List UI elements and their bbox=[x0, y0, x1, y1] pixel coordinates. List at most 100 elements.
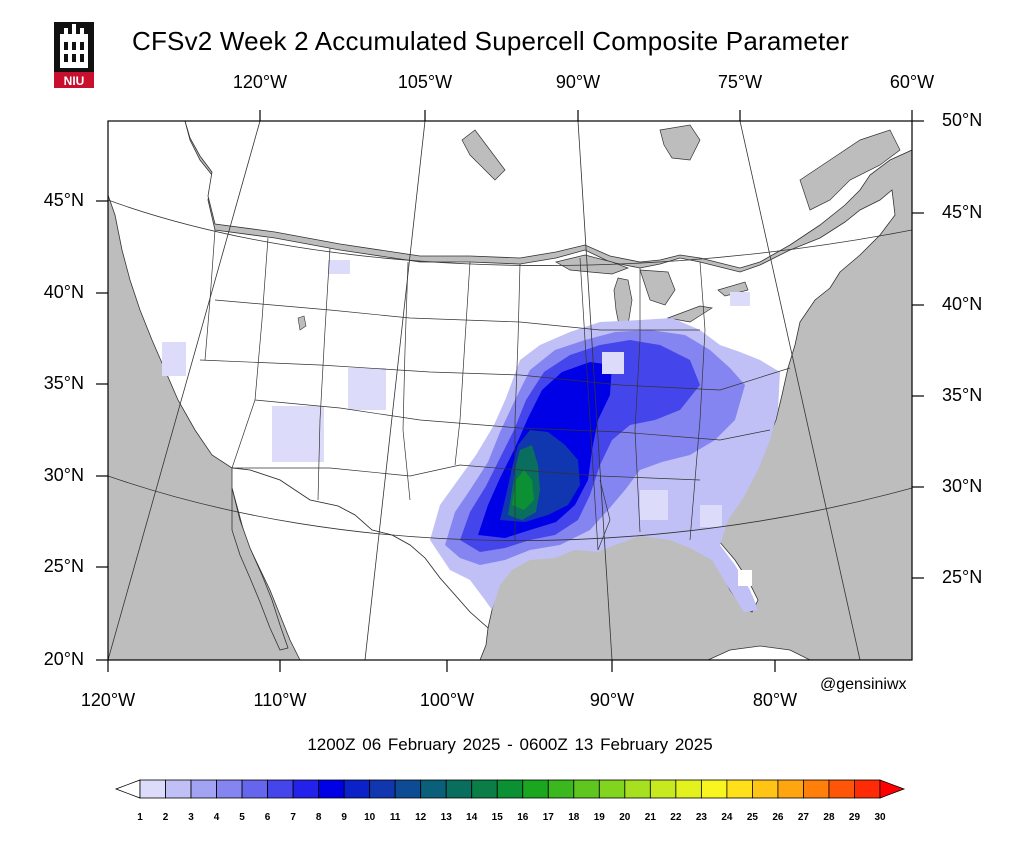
author-credit: @gensiniwx bbox=[820, 676, 907, 693]
lon-line-120 bbox=[108, 121, 261, 660]
colorbar-tick-label: 19 bbox=[593, 812, 605, 823]
top-lon-label: 120°W bbox=[232, 72, 288, 92]
colorbar-tick-label: 10 bbox=[364, 812, 376, 823]
colorbar-box bbox=[803, 779, 830, 799]
axis-ticks bbox=[96, 110, 924, 672]
shade-cell bbox=[730, 292, 750, 306]
colorbar-box bbox=[267, 779, 294, 799]
colorbar-box bbox=[318, 779, 345, 799]
mexico-landmass bbox=[231, 467, 489, 660]
bottom-lon-label: 120°W bbox=[80, 690, 136, 710]
lake-ontario bbox=[717, 281, 749, 297]
top-lon-label: 90°W bbox=[555, 72, 601, 92]
colorbar-tick-label: 30 bbox=[874, 812, 886, 823]
colorbar-tick-label: 15 bbox=[491, 812, 503, 823]
colorbar-min-arrow bbox=[114, 779, 141, 799]
great-salt-lake bbox=[297, 315, 307, 331]
colorbar-box bbox=[139, 779, 166, 799]
left-lat-label: 40°N bbox=[43, 282, 84, 302]
colorbar-tick-label: 3 bbox=[188, 812, 194, 823]
colorbar-tick-label: 9 bbox=[341, 812, 347, 823]
colorbar-tick-label: 8 bbox=[315, 812, 322, 823]
colorbar-tick-label: 26 bbox=[772, 812, 784, 823]
colorbar-box bbox=[216, 779, 243, 799]
right-lat-label: 25°N bbox=[942, 567, 983, 587]
colorbar-tick-label: 11 bbox=[389, 812, 401, 823]
colorbar-tick-label: 28 bbox=[823, 812, 835, 823]
right-lat-label: 50°N bbox=[942, 110, 983, 130]
right-lat-label: 45°N bbox=[942, 202, 983, 222]
left-lat-label: 25°N bbox=[43, 556, 84, 576]
lon-line-75 bbox=[739, 121, 861, 660]
colorbar-tick-label: 20 bbox=[619, 812, 631, 823]
colorbar-box bbox=[445, 779, 473, 799]
colorbar-box bbox=[700, 779, 728, 799]
shade-cell bbox=[162, 342, 186, 376]
lake-winnipeg bbox=[659, 124, 701, 161]
colorbar-tick-label: 14 bbox=[466, 812, 478, 823]
bottom-lon-label: 110°W bbox=[253, 690, 307, 710]
colorbar-box bbox=[752, 779, 779, 799]
colorbar-box bbox=[369, 779, 396, 799]
niu-logo-text: NIU bbox=[64, 74, 85, 88]
colorbar-box bbox=[165, 779, 192, 799]
colorbar-box bbox=[547, 779, 575, 799]
bottom-lon-label: 100°W bbox=[419, 690, 475, 710]
colorbar-tick-label: 21 bbox=[644, 812, 656, 823]
colorbar-box bbox=[292, 779, 320, 799]
lake-erie bbox=[666, 305, 713, 323]
shade-cell bbox=[272, 406, 324, 462]
top-lon-label: 75°W bbox=[717, 72, 763, 92]
left-lat-label: 45°N bbox=[43, 190, 84, 210]
lon-line-105 bbox=[364, 121, 426, 660]
left-lat-label: 35°N bbox=[43, 373, 84, 393]
shade-cell bbox=[328, 260, 350, 274]
colorbar-tick-label: 27 bbox=[797, 812, 809, 823]
scp-shading bbox=[162, 260, 780, 612]
canada-landmass bbox=[184, 121, 912, 269]
left-lat-label: 30°N bbox=[43, 465, 84, 485]
colorbar-tick-label: 16 bbox=[517, 812, 529, 823]
colorbar-tick-label: 23 bbox=[695, 812, 707, 823]
colorbar-box bbox=[343, 779, 371, 799]
colorbar-tick-label: 6 bbox=[264, 812, 271, 823]
map-title: CFSv2 Week 2 Accumulated Supercell Compo… bbox=[132, 26, 849, 56]
colorbar-tick-label: 2 bbox=[162, 812, 169, 823]
colorbar-box bbox=[496, 779, 524, 799]
colorbar-box bbox=[190, 779, 217, 799]
right-lat-label: 35°N bbox=[942, 385, 983, 405]
colorbar-tick-label: 25 bbox=[746, 812, 758, 823]
map-frame bbox=[107, 120, 913, 661]
colorbar-box bbox=[471, 779, 498, 799]
colorbar-box bbox=[573, 779, 600, 799]
colorbar-tick-label: 17 bbox=[542, 812, 554, 823]
top-lon-label: 60°W bbox=[889, 72, 935, 92]
cuba bbox=[707, 645, 811, 660]
shade-region-15 bbox=[512, 470, 534, 510]
colorbar-box bbox=[675, 779, 702, 799]
lat-line-30 bbox=[108, 475, 912, 541]
lake-superior bbox=[555, 254, 629, 275]
lake-huron bbox=[639, 269, 676, 306]
bottom-lon-label: 90°W bbox=[589, 690, 635, 710]
valid-period: 1200Z 06 February 2025 - 0600Z 13 Februa… bbox=[307, 735, 713, 754]
left-lat-label: 20°N bbox=[43, 649, 84, 669]
colorbar-tick-label: 1 bbox=[137, 812, 143, 823]
colorbar-box bbox=[777, 779, 804, 799]
shade-cell bbox=[602, 352, 624, 374]
colorbar-tick-label: 12 bbox=[415, 812, 427, 823]
colorbar-box bbox=[649, 779, 677, 799]
colorbar-tick-label: 18 bbox=[568, 812, 580, 823]
lat-line-45 bbox=[108, 199, 912, 266]
shade-cell bbox=[700, 505, 722, 527]
colorbar-tick-label: 29 bbox=[848, 812, 861, 823]
shade-cell bbox=[738, 570, 752, 586]
hudson-bay-lakes bbox=[461, 129, 506, 181]
top-lon-label: 105°W bbox=[397, 72, 453, 92]
baja-peninsula bbox=[231, 487, 289, 651]
graticule bbox=[108, 121, 912, 660]
colorbar-tick-label: 13 bbox=[440, 812, 452, 823]
colorbar-box bbox=[420, 779, 447, 799]
